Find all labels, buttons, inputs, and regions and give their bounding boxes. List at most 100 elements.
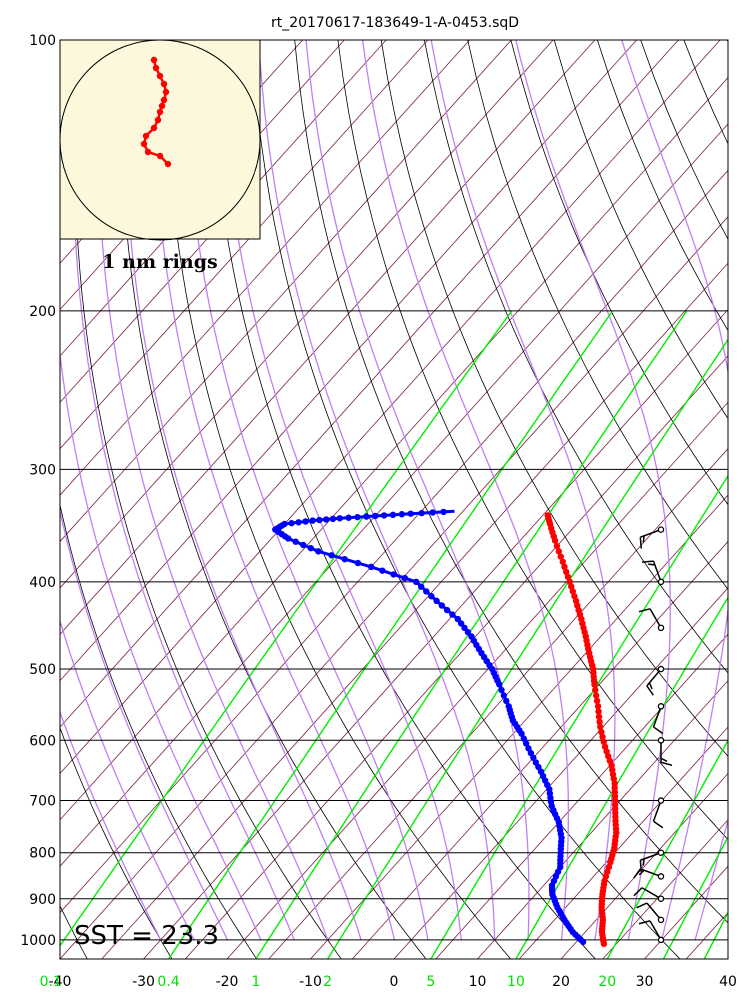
dry-adiabat [60,726,173,959]
mixing-ratio-line [430,474,728,959]
moist-adiabat [60,710,162,941]
hodograph-point [150,56,158,64]
isotherm-line [60,40,679,728]
isotherm-line [226,401,728,959]
wind-barb [633,868,665,880]
dewpoint-point [372,512,379,520]
mixing-ratio-tick-label: 0.4 [157,974,179,990]
chart-title: rt_20170617-183649-1-A-0453.sqD [271,15,519,31]
isotherm-line [435,633,728,959]
hodograph-point [156,108,164,116]
background-lines [0,40,728,959]
temperature-tick-label: 0 [390,974,399,990]
temperature-point [544,512,551,519]
dewpoint-point [302,518,309,525]
wind-barb-staff [649,608,661,626]
wind-barb-flag [660,757,668,762]
moist-adiabat [258,40,496,940]
temperature-point [553,542,561,550]
wind-barb [657,737,673,767]
wind-barb-staff [649,920,661,939]
wind-barb-flag [633,868,641,879]
dry-adiabat [467,40,728,590]
isotherm-line [560,772,728,959]
isotherm-line [60,40,512,543]
temperature-tick-label: 30 [636,974,654,990]
isotherm-line [268,448,728,959]
mixing-ratio-line [662,835,728,959]
temperature-tick-label: 20 [552,974,570,990]
isotherm-line [60,40,429,450]
pressure-tick-label: 600 [29,733,56,749]
dewpoint-point [498,686,505,694]
wind-barb-staff [652,708,661,728]
temperature-point [555,548,563,555]
wind-barb-flag [653,820,664,829]
wind-barb-flag [638,869,645,876]
wind-barb-staff [646,902,660,919]
hodograph-point [152,64,160,72]
moist-adiabat [60,349,262,941]
wind-barb-flag [633,887,643,897]
dewpoint-point [505,703,512,710]
dewpoint-point [390,571,397,578]
hodograph-ring [59,39,261,241]
dewpoint-point [461,624,468,632]
isotherm-line [143,308,728,959]
mixing-ratio-line [327,338,728,959]
pressure-tick-label: 800 [29,846,56,862]
wind-barb-station [657,895,665,903]
temperature-point [594,703,602,710]
wind-barb-staff [640,852,659,861]
wind-barb-flag [639,860,643,872]
dewpoint-point [300,541,307,549]
dry-adiabat [726,40,728,43]
dewpoint-point [354,559,362,567]
temperature-tick-label: -10 [299,974,322,990]
temperature-point [561,563,568,571]
dewpoint-point [464,628,472,636]
dewpoint-point [401,574,409,582]
isotherm-line [518,726,728,959]
dewpoint-point [433,597,440,605]
isotherm-line [60,77,728,821]
moist-adiabat [151,40,396,941]
wind-barb [633,887,665,903]
mixing-ratio-line [255,310,688,959]
isotherm-line [393,587,728,959]
isotherm-line [0,40,52,959]
wind-barb-flag [638,608,651,613]
wind-barb-flag [642,535,645,543]
dry-adiabat [60,503,258,959]
moist-adiabat [621,40,728,941]
temperature-point [595,713,603,720]
dry-adiabat [380,40,728,757]
dewpoint-point [449,611,456,618]
temperature-point [592,692,600,699]
isotherm-line [351,540,728,959]
temperature-point [598,728,605,736]
dewpoint-point [423,588,430,595]
pressure-tick-label: 100 [29,33,56,49]
dewpoint-point [525,745,532,752]
dewpoint-point [428,593,435,600]
dewpoint-point [429,509,436,516]
temperature-point [564,573,572,581]
dry-adiabat [120,40,427,959]
mixing-ratio-tick-label: 0.1 [40,974,62,990]
moist-adiabat [72,40,295,941]
wind-barb-flag [642,858,645,866]
dry-adiabat [337,40,728,841]
dewpoint-point [379,567,386,574]
wind-barb-station [657,797,665,804]
hodograph-inset [59,39,261,241]
hodograph-point [156,152,164,160]
dewpoint-point [412,578,420,586]
dewpoint-point [307,544,314,552]
dewpoint-point [345,514,352,521]
dewpoint-point [363,513,370,520]
wind-barb-station [657,936,665,944]
isotherm-line [101,262,728,959]
